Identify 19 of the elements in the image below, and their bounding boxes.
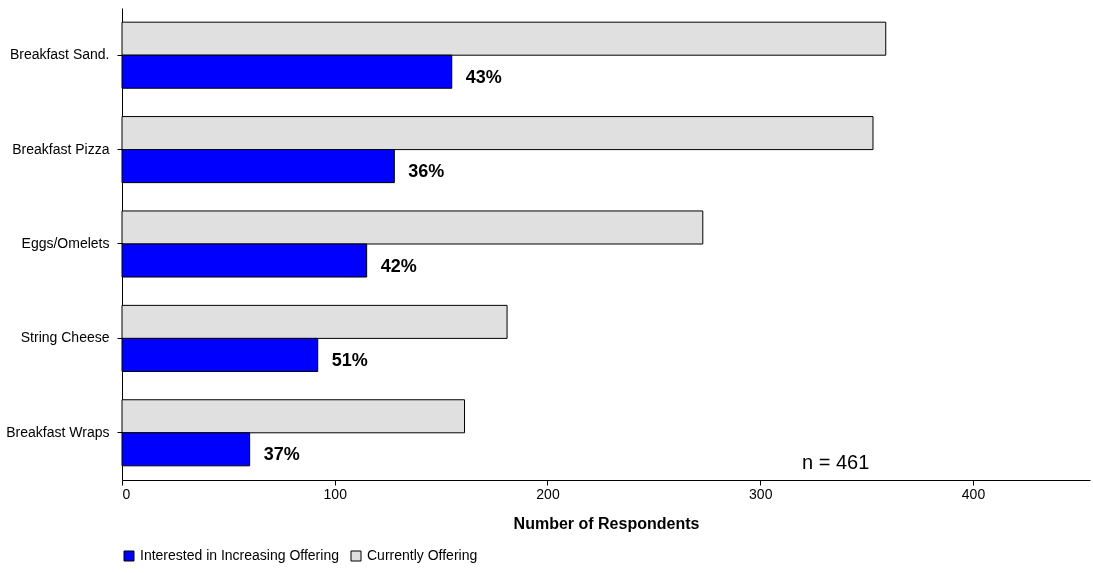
y-tick-label: Breakfast Pizza [12,140,110,157]
x-tick-label: 0 [122,485,131,502]
annotation: 37% [263,444,300,465]
y-tick-label: Eggs/Omelets [21,235,110,251]
x-tick-label: 200 [536,485,560,502]
legend-label: Interested in Increasing Offering [140,547,339,563]
legend-label: Currently Offering [367,547,478,563]
annotation: 36% [408,161,445,182]
y-tick-label: String Cheese [20,329,110,346]
annotation: n = 461 [802,451,870,473]
x-tick-label: 400 [961,485,986,502]
annotation: 43% [465,66,502,87]
x-axis-title: Number of Respondents [513,514,700,532]
annotation: 42% [380,255,417,276]
annotation: 51% [331,349,368,370]
x-tick-label: 100 [323,485,348,502]
y-tick-label: Breakfast Wraps [6,423,110,440]
x-tick-label: 300 [749,485,773,502]
y-tick-label: Breakfast Sand. [9,46,110,63]
